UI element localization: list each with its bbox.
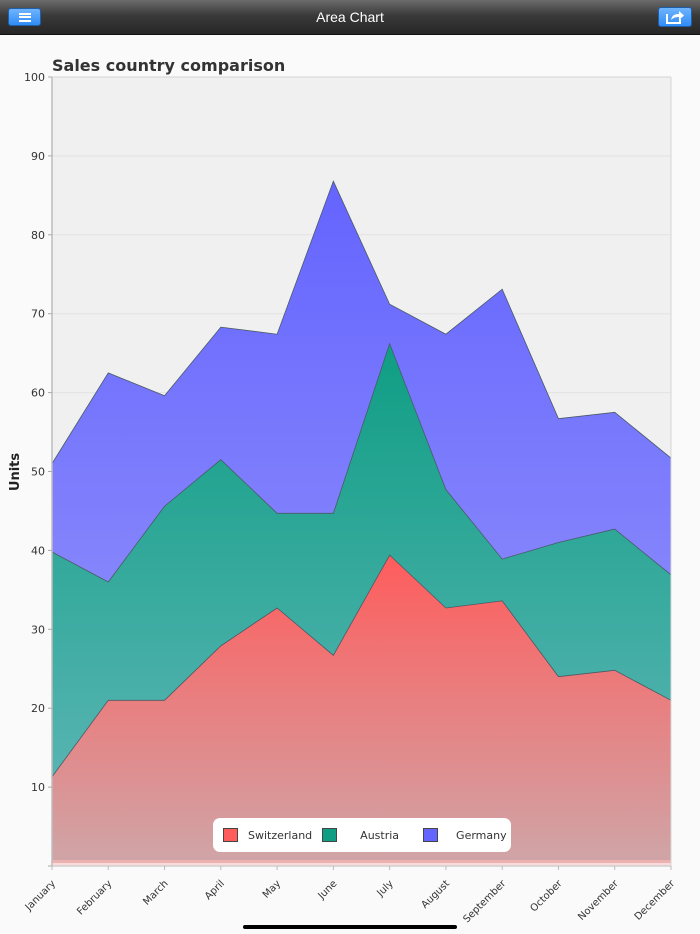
menu-button[interactable]	[8, 8, 41, 26]
x-tick-label: March	[141, 878, 170, 907]
legend-label: Austria	[360, 828, 400, 842]
legend-label: Germany	[456, 828, 507, 842]
y-axis-title: Units	[8, 453, 23, 491]
x-tick-label: August	[420, 878, 453, 911]
x-tick-label: May	[261, 878, 283, 900]
y-tick-label: 60	[31, 387, 45, 400]
hamburger-menu-icon	[18, 12, 31, 22]
x-tick-label: November	[576, 878, 621, 923]
y-tick-label: 70	[31, 308, 45, 321]
legend-item-switzerland[interactable]: Switzerland	[223, 828, 312, 842]
x-tick-label: September	[461, 878, 508, 925]
share-export-icon	[666, 11, 684, 24]
x-tick-label: June	[316, 878, 340, 902]
y-tick-label: 50	[31, 466, 45, 479]
y-tick-label: 30	[31, 623, 45, 636]
legend-label: Switzerland	[248, 828, 313, 842]
y-tick-label: 40	[31, 544, 45, 557]
nav-title: Area Chart	[316, 9, 384, 25]
home-indicator	[243, 925, 457, 929]
x-tick-label: December	[633, 878, 678, 923]
chart-legend: Switzerland Austria Germany	[213, 818, 511, 852]
navigation-bar: Area Chart	[0, 0, 700, 35]
legend-item-germany[interactable]: Germany	[423, 828, 507, 842]
y-tick-label: 90	[31, 150, 45, 163]
y-tick-label: 20	[31, 702, 45, 715]
legend-swatch-germany	[423, 828, 439, 842]
chart-title: Sales country comparison	[52, 56, 286, 75]
y-tick-label: 10	[31, 781, 45, 794]
legend-swatch-austria	[322, 828, 338, 842]
x-tick-label: January	[23, 878, 58, 913]
y-tick-label: 80	[31, 229, 45, 242]
y-tick-label: 100	[24, 71, 45, 84]
legend-swatch-switzerland	[223, 828, 238, 842]
x-tick-label: February	[75, 878, 114, 917]
share-button[interactable]	[658, 7, 692, 27]
area-switzerland[interactable]	[52, 555, 671, 866]
x-tick-label: October	[528, 878, 565, 915]
x-tick-label: July	[375, 878, 396, 899]
x-tick-label: April	[203, 878, 227, 902]
legend-item-austria[interactable]: Austria	[322, 828, 399, 842]
